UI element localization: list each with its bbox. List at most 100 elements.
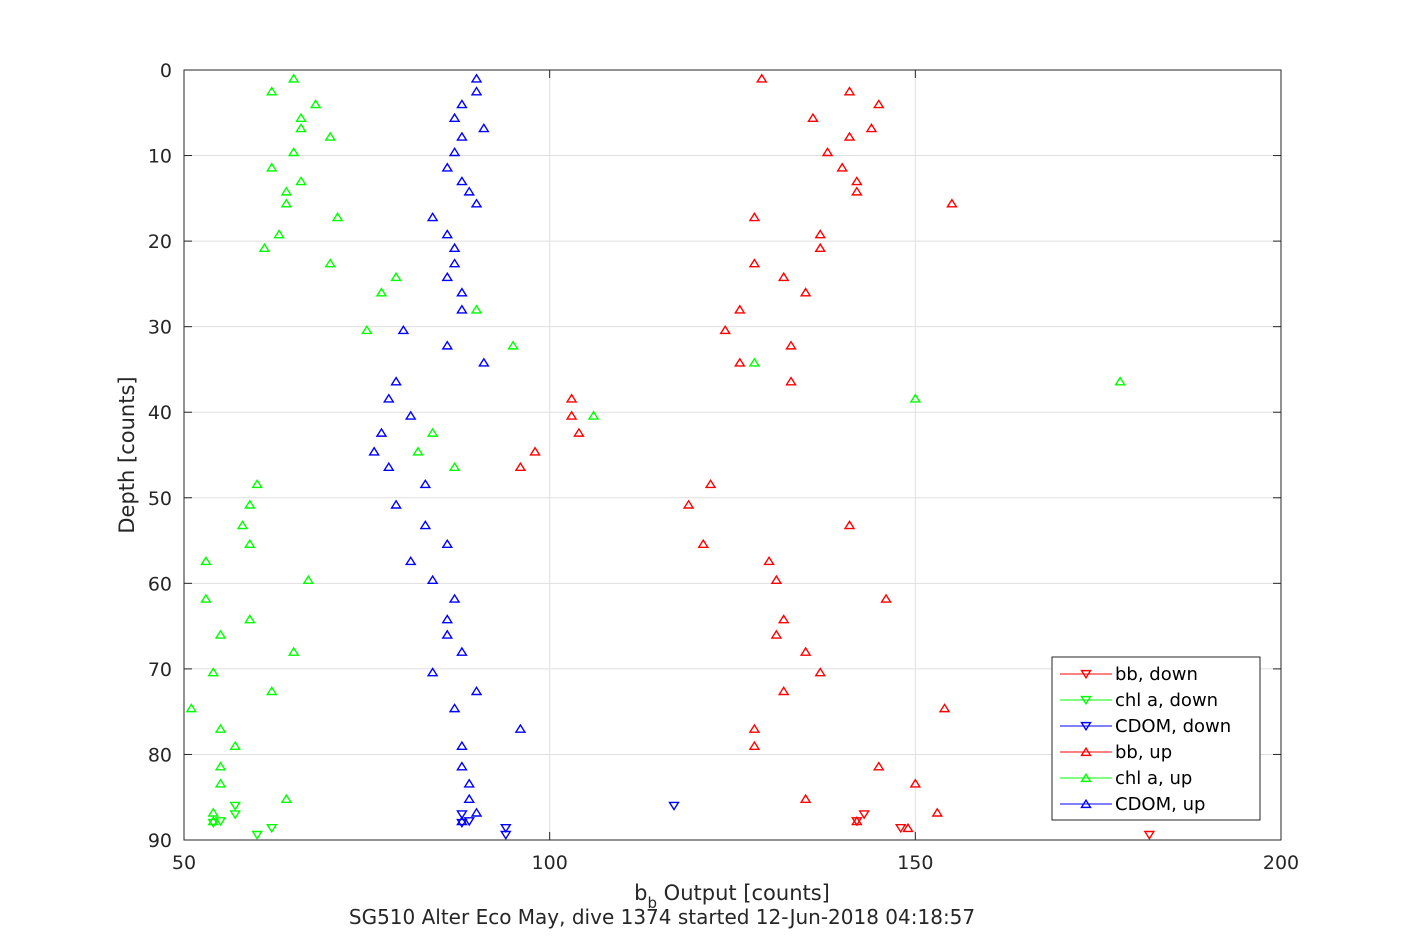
data-point <box>500 823 512 834</box>
data-point <box>734 357 746 367</box>
data-point <box>873 761 885 771</box>
x-axis-label-subscript: b <box>647 894 657 912</box>
data-point <box>309 99 322 109</box>
data-point <box>946 198 958 208</box>
data-point <box>873 99 885 109</box>
data-point <box>426 212 439 222</box>
data-point <box>244 538 256 549</box>
data-point <box>426 667 439 677</box>
data-point <box>448 703 461 713</box>
data-point <box>814 229 827 239</box>
data-point <box>734 304 746 314</box>
data-point <box>456 99 468 109</box>
data-point <box>265 162 278 172</box>
data-point <box>244 614 256 624</box>
data-point <box>390 271 402 282</box>
data-point <box>463 817 475 827</box>
data-point <box>185 703 198 713</box>
y-tick-label: 90 <box>148 830 172 852</box>
data-point <box>390 499 402 509</box>
x-axis-ticks: 50 100 150 200 <box>172 70 1299 874</box>
data-point <box>565 410 578 420</box>
data-point <box>426 574 439 584</box>
y-tick-label: 70 <box>148 659 172 681</box>
data-point <box>412 446 424 456</box>
y-tick-label: 40 <box>148 402 172 424</box>
data-point <box>836 162 848 172</box>
data-point <box>251 830 263 841</box>
data-point <box>448 258 461 268</box>
data-point <box>265 685 278 696</box>
data-point <box>902 822 914 833</box>
data-point <box>470 86 483 96</box>
data-point <box>909 778 922 788</box>
data-point <box>565 393 578 403</box>
data-point <box>287 146 300 157</box>
data-point <box>383 461 395 472</box>
data-point <box>668 801 680 811</box>
data-point <box>287 73 300 83</box>
data-point <box>719 324 731 335</box>
data-point <box>1114 376 1126 386</box>
data-point <box>441 538 454 549</box>
x-tick-label: 50 <box>172 852 196 874</box>
legend-marker <box>1080 772 1092 783</box>
legend-marker <box>1080 721 1092 732</box>
data-point <box>507 340 519 350</box>
data-point <box>404 410 417 420</box>
data-point <box>214 761 227 771</box>
legend-entry-label: CDOM, up <box>1115 794 1205 815</box>
data-point <box>785 340 797 350</box>
data-point <box>755 73 768 83</box>
data-point <box>478 357 490 367</box>
data-point <box>807 112 819 122</box>
data-point <box>748 740 761 750</box>
data-point <box>361 324 373 335</box>
data-point <box>938 703 951 713</box>
data-point <box>858 810 870 820</box>
data-point <box>748 212 761 222</box>
data-point <box>441 629 454 639</box>
data-point <box>799 793 812 804</box>
data-point <box>478 123 490 133</box>
data-point <box>931 807 944 817</box>
data-point <box>463 793 475 804</box>
data-point <box>441 271 454 282</box>
data-point <box>295 176 307 186</box>
data-point <box>777 685 790 696</box>
data-point <box>207 667 220 677</box>
data-point <box>456 304 468 314</box>
data-point <box>470 198 483 208</box>
data-point <box>851 176 863 186</box>
data-point <box>324 258 337 268</box>
data-point <box>777 271 790 282</box>
data-point <box>748 258 761 268</box>
data-point <box>229 801 241 811</box>
y-tick-label: 20 <box>148 231 172 253</box>
data-point <box>324 131 337 141</box>
data-point <box>470 807 483 817</box>
x-tick-label: 100 <box>532 852 568 874</box>
data-point <box>441 162 454 172</box>
data-point <box>229 740 241 750</box>
legend: bb, down chl a, down CDOM, down bb, up chl a… <box>1051 656 1261 821</box>
data-point <box>799 646 812 656</box>
legend-marker <box>1080 746 1092 757</box>
data-point <box>375 287 388 297</box>
data-point <box>295 112 307 122</box>
data-point <box>463 778 475 788</box>
data-point <box>470 73 483 83</box>
data-point <box>244 499 256 509</box>
data-point <box>748 723 761 733</box>
data-point <box>697 538 710 549</box>
data-point <box>200 555 212 566</box>
data-point <box>770 574 783 584</box>
data-point <box>777 614 790 624</box>
data-point <box>200 593 212 603</box>
data-point <box>448 112 461 122</box>
legend-marker <box>1080 798 1092 809</box>
data-point <box>463 186 475 196</box>
legend-entry-label: chl a, up <box>1115 768 1192 789</box>
data-point <box>770 629 783 639</box>
data-point <box>273 229 285 239</box>
